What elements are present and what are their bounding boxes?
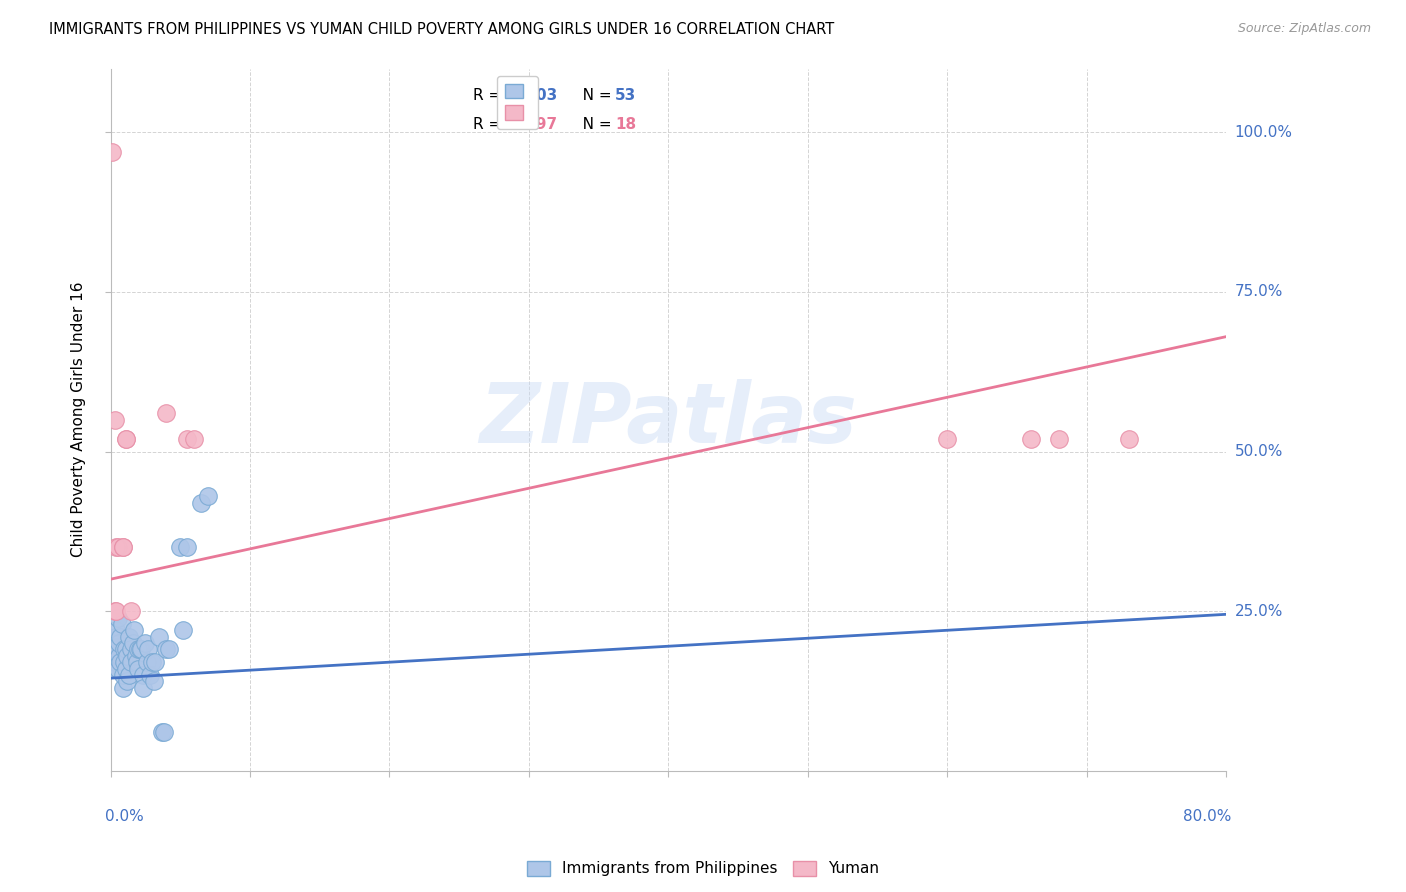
Point [197,489,219,503]
Point [155,406,177,420]
Point [105,604,128,618]
Point [114,642,136,657]
Point [190,495,212,509]
Point [107,662,129,676]
Point [1118,432,1140,446]
Point [112,668,135,682]
Point [118,668,141,682]
Point [183,432,205,446]
Text: 50.0%: 50.0% [1234,444,1282,459]
Text: 25.0%: 25.0% [1234,604,1282,619]
Legend: , : , [498,76,538,128]
Point [125,655,148,669]
Point [114,655,136,669]
Point [103,662,125,676]
Point [148,630,170,644]
Point [150,725,173,739]
Point [104,630,127,644]
Point [108,636,131,650]
Point [111,616,134,631]
Text: R =: R = [474,117,506,132]
Text: N =: N = [568,117,616,132]
Point [129,642,152,657]
Point [121,604,143,618]
Point [135,655,157,669]
Point [121,642,143,657]
Point [104,412,127,426]
Text: IMMIGRANTS FROM PHILIPPINES VS YUMAN CHILD POVERTY AMONG GIRLS UNDER 16 CORRELAT: IMMIGRANTS FROM PHILIPPINES VS YUMAN CHI… [49,22,834,37]
Point [127,642,149,657]
Point [141,655,163,669]
Legend: Immigrants from Philippines, Yuman: Immigrants from Philippines, Yuman [520,855,886,882]
Text: N =: N = [568,87,616,103]
Point [143,655,166,669]
Point [176,432,198,446]
Point [121,636,143,650]
Point [121,655,143,669]
Point [155,642,177,657]
Point [1047,432,1070,446]
Point [128,642,150,657]
Point [110,630,132,644]
Point [157,642,180,657]
Point [1019,432,1042,446]
Text: 0.0%: 0.0% [105,809,143,824]
Point [105,624,128,638]
Text: 0.397: 0.397 [509,117,557,132]
Point [105,541,128,555]
Point [104,655,127,669]
Point [127,662,149,676]
Point [152,725,174,739]
Point [101,145,124,159]
Point [936,432,959,446]
Point [105,642,128,657]
Point [172,624,194,638]
Text: 18: 18 [614,117,636,132]
Point [118,630,141,644]
Text: 100.0%: 100.0% [1234,125,1292,140]
Point [115,432,138,446]
Point [131,668,153,682]
Point [134,636,156,650]
Point [176,541,198,555]
Text: ZIPatlas: ZIPatlas [479,379,858,460]
Point [115,432,138,446]
Point [136,642,159,657]
Text: 0.203: 0.203 [509,87,557,103]
Point [138,668,160,682]
Point [110,655,132,669]
Point [101,648,124,663]
Point [142,674,165,689]
Point [131,681,153,695]
Y-axis label: Child Poverty Among Girls Under 16: Child Poverty Among Girls Under 16 [72,282,86,558]
Text: 80.0%: 80.0% [1184,809,1232,824]
Text: Source: ZipAtlas.com: Source: ZipAtlas.com [1237,22,1371,36]
Point [103,636,125,650]
Point [117,648,139,663]
Point [112,541,135,555]
Point [115,642,138,657]
Point [117,674,139,689]
Point [112,541,135,555]
Point [124,648,146,663]
Point [108,648,131,663]
Point [115,662,138,676]
Text: 53: 53 [614,87,636,103]
Point [112,681,135,695]
Point [104,604,127,618]
Point [169,541,191,555]
Text: R =: R = [474,87,506,103]
Text: 75.0%: 75.0% [1234,285,1282,300]
Point [122,624,145,638]
Point [107,541,129,555]
Point [107,610,129,624]
